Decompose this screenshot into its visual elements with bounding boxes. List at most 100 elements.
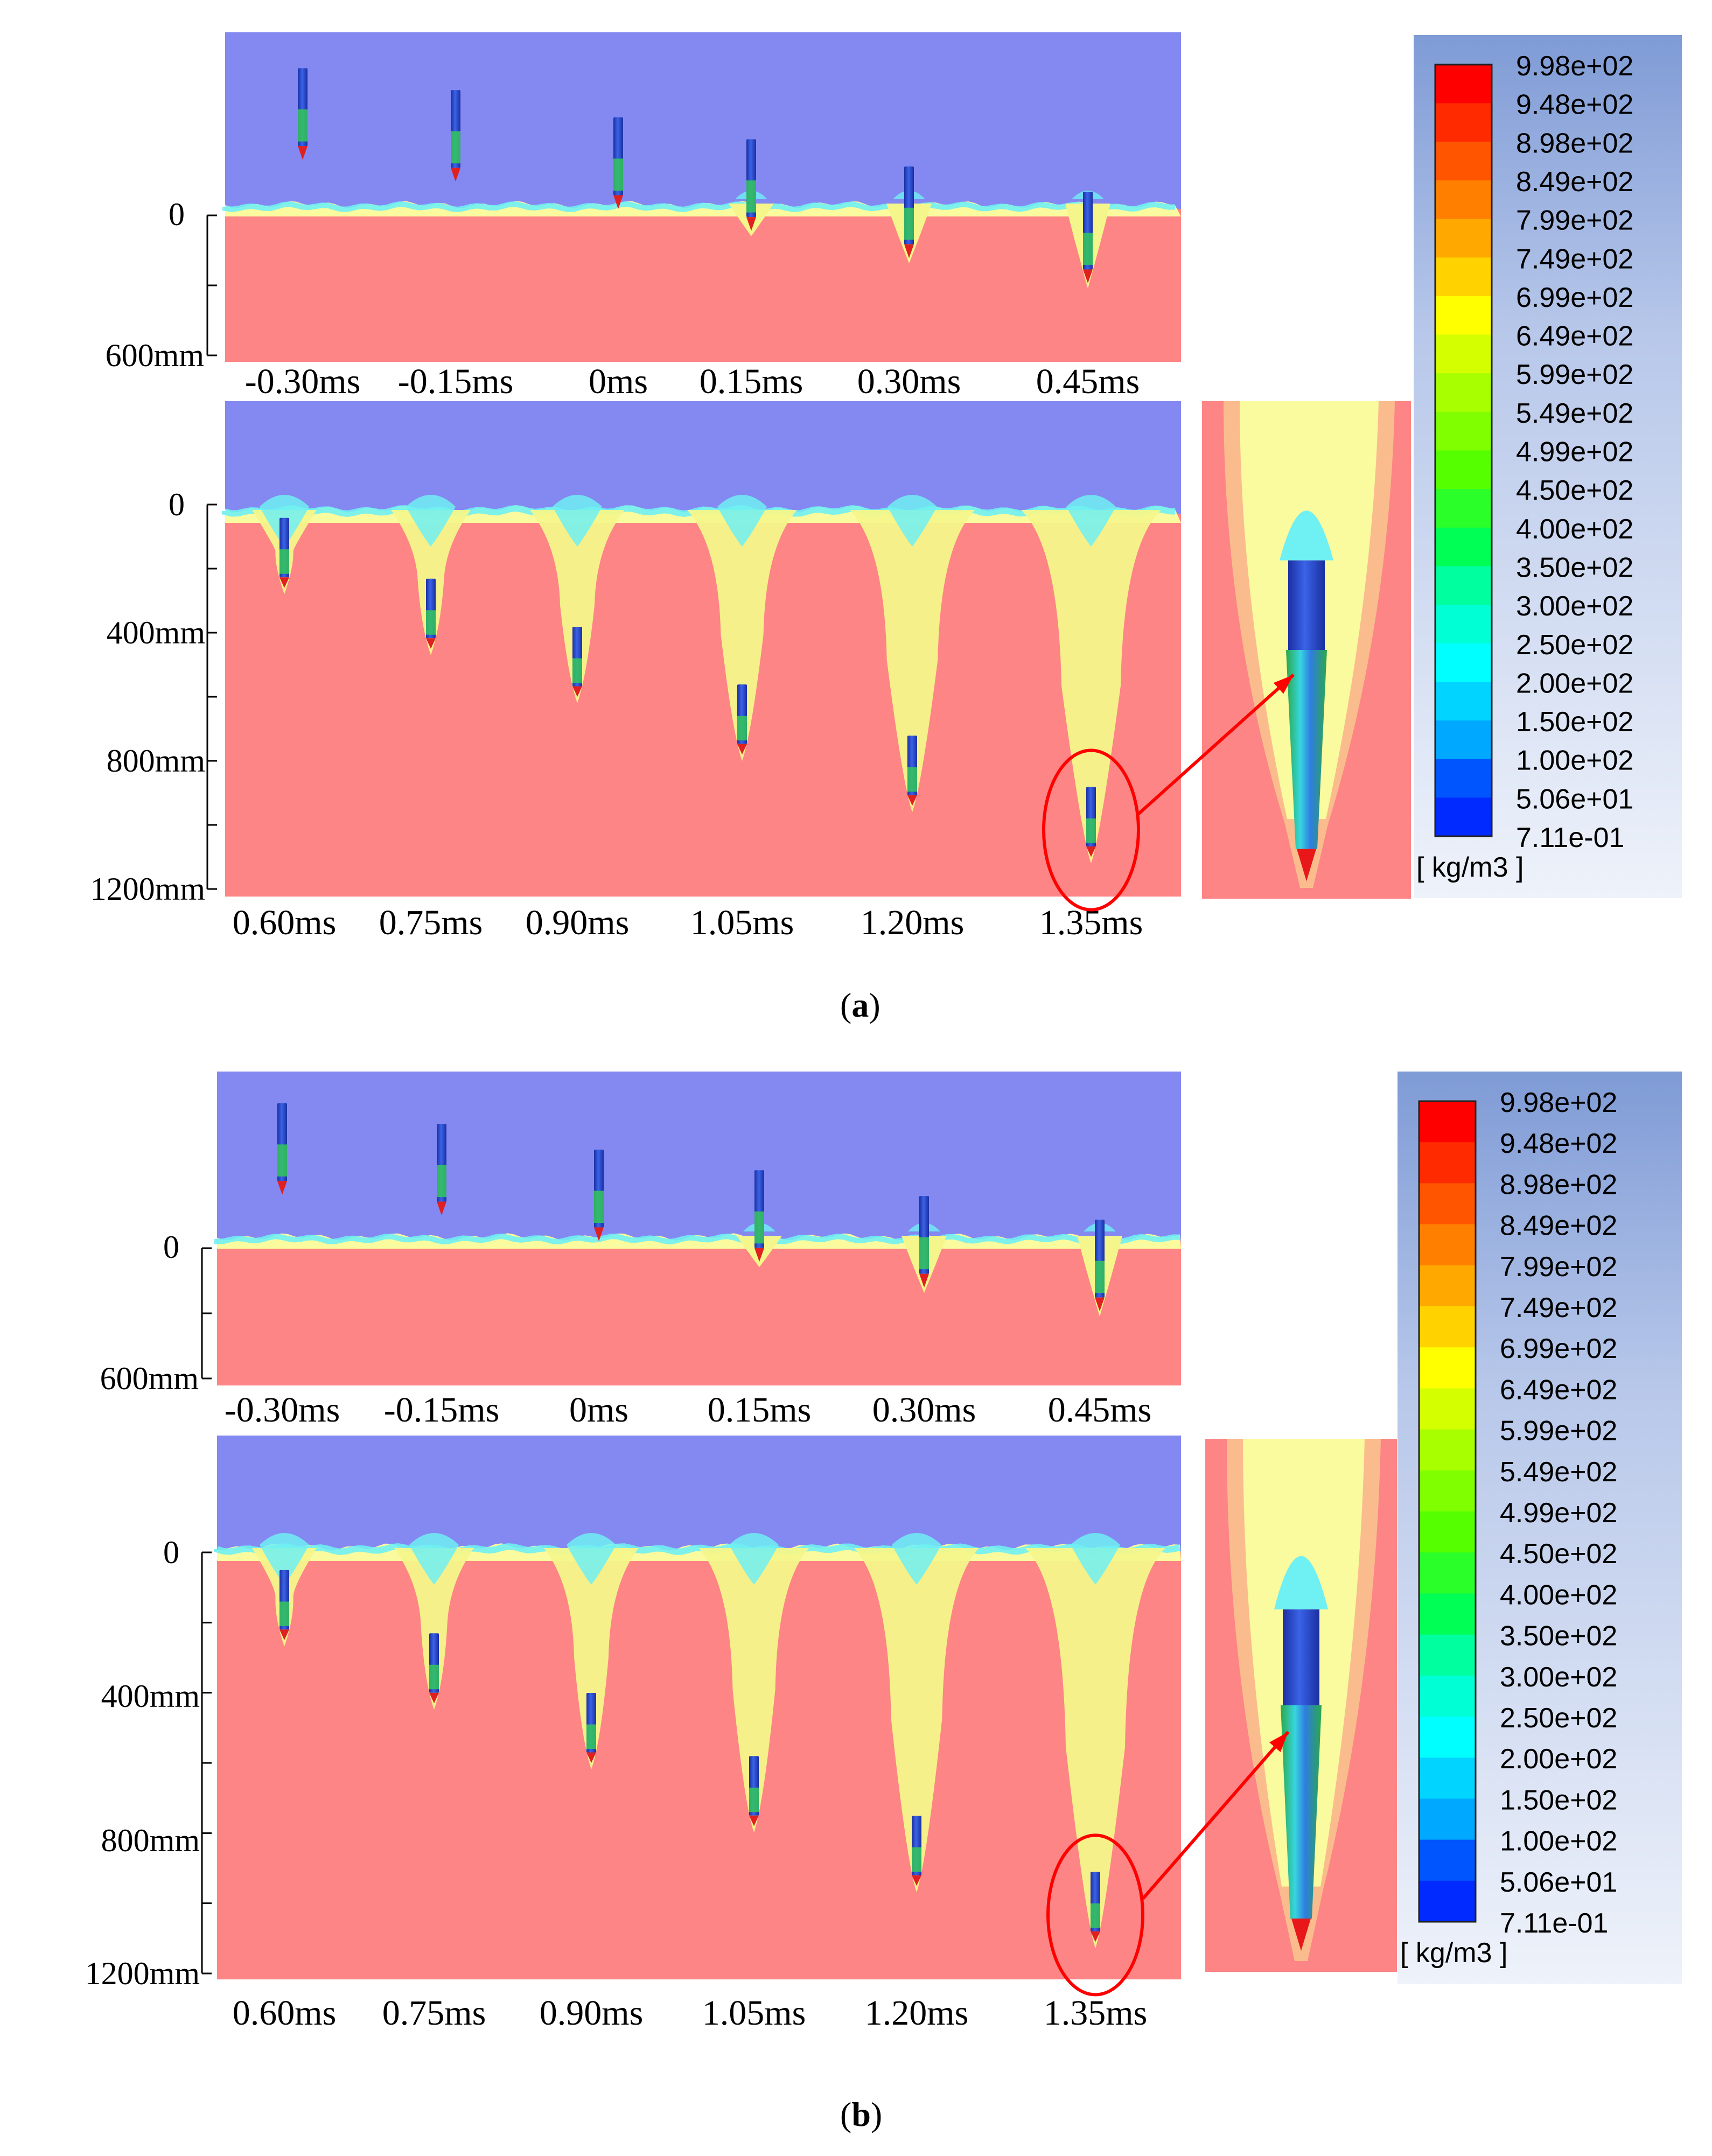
time-label: -0.15ms [384,1390,500,1430]
legend-value-label: 4.99e+02 [1516,437,1633,468]
cavity-sheath [854,1548,979,1893]
legend-value-label: 4.00e+02 [1500,1579,1617,1611]
colorbar-segment [1419,1634,1476,1676]
legend-value-label: 8.49e+02 [1500,1210,1617,1242]
legend-unit-label: [ kg/m3 ] [1400,1937,1507,1969]
time-label: 1.05ms [690,903,794,942]
callout-arrow-head [1273,675,1294,694]
legend-value-label: 3.50e+02 [1516,552,1633,583]
legend-value-label: 6.49e+02 [1516,321,1633,352]
legend-value-label: 7.11e-01 [1516,822,1624,853]
legend-value-label: 3.00e+02 [1516,591,1633,622]
time-label: 0.90ms [526,903,630,942]
colorbar-segment [1435,411,1492,451]
bottom-strip: 0.60ms 0.75ms 0.90ms 1.05ms 1.20ms 1.35ms0400… [85,1436,1181,2033]
zoom-projectile-tip [1297,849,1316,881]
time-label: 0.45ms [1036,362,1140,401]
interface-line [214,1543,1181,1556]
legend-value-label: 4.99e+02 [1500,1497,1617,1529]
legend-value-label: 2.50e+02 [1500,1703,1617,1734]
colorbar-segment [1419,1142,1476,1184]
projectile [572,627,582,697]
cavity-sheath [699,1548,809,1833]
time-label: 1.20ms [861,903,965,942]
panel-label-a: (a) [840,986,881,1024]
colorbar-segment [1419,1265,1476,1307]
bottom-strip: 0.60ms 0.75ms 0.90ms 1.05ms 1.20ms 1.35ms0400… [90,401,1181,942]
panel-a: -0.30ms -0.15ms 0ms 0.15ms 0.30ms 0.45ms 0 600m… [90,32,1682,942]
interface-line [214,1233,1180,1245]
colorbar-legend: 9.98e+02 9.48e+02 8.98e+02 8.49e+02 7.99e+02… [1414,35,1682,898]
splash [553,495,602,547]
legend-value-label: 4.50e+02 [1500,1538,1617,1570]
colorbar-legend: 9.98e+02 9.48e+02 8.98e+02 8.49e+02 7.99e+02… [1397,1072,1682,1984]
time-label: 0ms [589,362,648,401]
colorbar-segment [1435,296,1492,335]
water-region [225,514,1181,897]
legend-value-label: 9.98e+02 [1516,51,1633,82]
legend-value-label: 8.98e+02 [1516,128,1633,159]
legend-value-label: 1.00e+02 [1516,745,1633,776]
colorbar-segment [1435,142,1492,181]
time-label: 1.35ms [1044,1993,1148,2033]
zoom-projectile-body [1283,1609,1319,1705]
time-label: 0ms [569,1390,628,1430]
colorbar-segment [1419,1511,1476,1553]
projectile [1086,787,1096,857]
projectile [613,117,623,209]
top-strip: -0.30ms -0.15ms 0ms 0.15ms 0.30ms 0.45ms 0 600m… [106,32,1181,401]
colorbar-segment [1435,605,1492,644]
colorbar-segment [1419,1347,1476,1389]
colorbar-segment [1419,1224,1476,1266]
colorbar-segment [1419,1593,1476,1635]
depth-axis-top: 0 600mm [106,197,217,373]
colorbar-segment [1419,1675,1476,1717]
colorbar-segment [1435,257,1492,297]
colorbar-segment [1435,103,1492,143]
splash [717,495,767,547]
depth-tick-label: 1200mm [90,871,205,907]
projectile [754,1170,764,1262]
legend-value-label: 1.50e+02 [1516,706,1633,738]
projectile [586,1693,596,1763]
legend-value-label: 3.50e+02 [1500,1621,1617,1652]
colorbar-segment [1435,450,1492,490]
legend-value-label: 5.99e+02 [1500,1416,1617,1447]
projectile [919,1196,929,1288]
panel-b: -0.30ms -0.15ms 0ms 0.15ms 0.30ms 0.45ms 0 600m… [85,1072,1682,2033]
depth-tick-label: 600mm [106,338,204,373]
projectile [746,139,756,231]
time-label: 0.60ms [233,1993,337,2033]
splash [260,1533,309,1585]
time-label: 0.75ms [379,903,483,942]
colorbar-segment [1435,489,1492,528]
colorbar-segment [1435,797,1492,837]
depth-tick-label: 400mm [101,1678,200,1714]
interface-line [222,201,1176,213]
colorbar-segment [1419,1758,1476,1800]
depth-tick-label: 400mm [107,615,205,650]
cavity-sheath [687,510,797,761]
depth-tick-label: 0 [163,1229,179,1265]
zoom-wake [1274,1556,1328,1609]
colorbar-segment [1435,373,1492,412]
legend-value-label: 5.06e+01 [1516,783,1633,815]
projectile [298,68,308,160]
splash [888,495,937,547]
legend-value-label: 6.99e+02 [1516,282,1633,313]
colorbar-segment [1419,1429,1476,1471]
colorbar-segment [1419,1880,1476,1922]
legend-value-label: 5.99e+02 [1516,359,1633,390]
legend-value-label: 8.98e+02 [1500,1169,1617,1200]
time-label: 1.05ms [702,1993,806,2033]
legend-value-label: 2.00e+02 [1516,668,1633,699]
time-label: 0.45ms [1048,1390,1152,1430]
cavity-sheath [850,510,975,813]
callout-arrow-line [1141,1731,1290,1900]
legend-value-label: 5.49e+02 [1500,1457,1617,1488]
time-label: 0.90ms [540,1993,644,2033]
zoom-projectile-cone [1286,650,1327,849]
legend-value-label: 8.49e+02 [1516,166,1633,198]
callout-arrow-head [1269,1732,1288,1752]
colorbar-frame [1434,64,1493,837]
